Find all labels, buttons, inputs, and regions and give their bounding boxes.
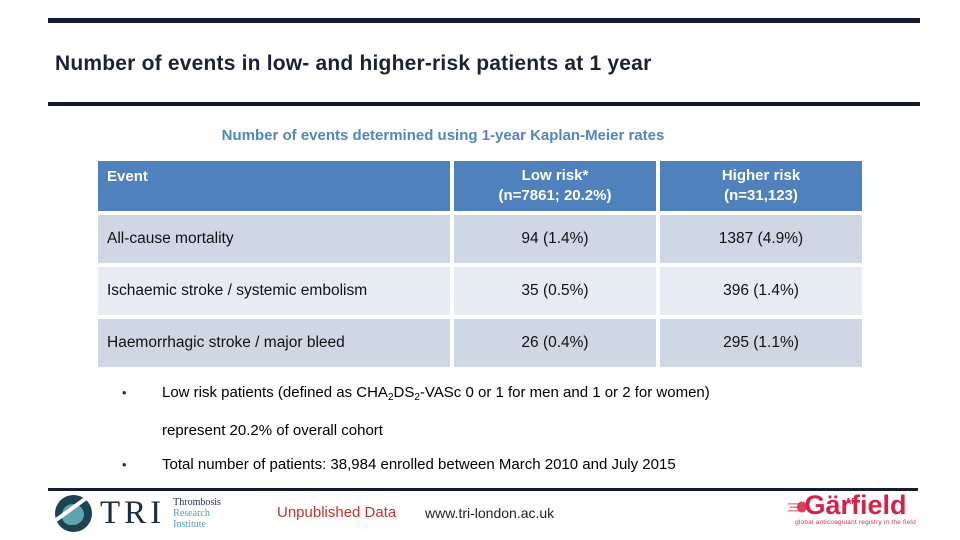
cell-low-risk-value: 35 (0.5%) (454, 267, 656, 315)
table-row: Ischaemic stroke / systemic embolism 35 … (98, 267, 862, 315)
table-caption: Number of events determined using 1-year… (221, 127, 665, 144)
subscript: 2 (387, 392, 394, 403)
header-higher-risk-label: Higher risk (721, 166, 801, 184)
cell-low-risk-value: 94 (1.4%) (454, 215, 656, 263)
cell-higher-risk-value: 1387 (4.9%) (660, 215, 862, 263)
tri-logo: TRI Thrombosis Research Institute (55, 495, 221, 532)
tri-name-line: Research (173, 508, 210, 519)
text-segment: Low risk patients (defined as CHA (162, 384, 388, 401)
table-row: All-cause mortality 94 (1.4%) 1387 (4.9%… (98, 215, 862, 263)
footer-divider (48, 488, 918, 491)
cell-higher-risk-value: 295 (1.1%) (660, 319, 862, 367)
events-table: Event Low risk* (n=7861; 20.2%) Higher r… (98, 161, 862, 367)
garfield-comet-icon (788, 501, 808, 513)
garfield-wordmark: Gärfield AF (788, 490, 907, 520)
list-item: • Total number of patients: 38,984 enrol… (122, 456, 852, 475)
garfield-logo: Gärfield AF global anticoagulant registry… (763, 492, 948, 526)
low-risk-definition-line2: represent 20.2% of overall cohort (162, 421, 383, 439)
bullet-icon: • (122, 385, 127, 400)
low-risk-definition-text: Low risk patients (defined as CHA2DS2-VA… (162, 384, 852, 440)
cell-higher-risk-value: 396 (1.4%) (660, 267, 862, 315)
header-low-risk-n: (n=7861; 20.2%) (498, 187, 612, 204)
notes-list: • Low risk patients (defined as CHA2DS2-… (122, 384, 852, 475)
table-row: Haemorrhagic stroke / major bleed 26 (0.… (98, 319, 862, 367)
cell-low-risk-value: 26 (0.4%) (454, 319, 656, 367)
header-low-risk-label: Low risk* (521, 166, 589, 184)
tri-institute-name: Thrombosis Research Institute (173, 495, 221, 530)
header-cell-higher-risk: Higher risk (n=31,123) (660, 161, 862, 211)
total-patients-text: Total number of patients: 38,984 enrolle… (162, 456, 676, 474)
subscript: 2 (414, 392, 420, 403)
title-divider (48, 102, 920, 106)
header-event-label: Event (107, 168, 148, 185)
header-cell-event: Event (98, 161, 450, 211)
cell-event-name: Ischaemic stroke / systemic embolism (98, 267, 450, 315)
bullet-icon: • (122, 457, 127, 473)
list-item: • Low risk patients (defined as CHA2DS2-… (122, 384, 852, 440)
cell-event-name: Haemorrhagic stroke / major bleed (98, 319, 450, 367)
tri-name-line: Institute (173, 519, 206, 530)
garfield-name-text: Gärfield (804, 490, 907, 520)
top-divider (48, 18, 920, 23)
table-header-row: Event Low risk* (n=7861; 20.2%) Higher r… (98, 161, 862, 211)
header-higher-risk-n: (n=31,123) (724, 187, 798, 204)
unpublished-data-label: Unpublished Data (277, 504, 397, 521)
cell-event-name: All-cause mortality (98, 215, 450, 263)
text-segment: -VASc 0 or 1 for men and 1 or 2 for wome… (419, 384, 710, 401)
tri-name-line: Thrombosis (173, 497, 221, 508)
website-url: www.tri-london.ac.uk (425, 505, 555, 521)
text-segment: DS (393, 384, 415, 401)
tri-acronym: TRI (100, 495, 166, 531)
tri-globe-icon (55, 495, 92, 532)
garfield-tagline: global anticoagulant registry in the fie… (795, 519, 916, 526)
header-cell-low-risk: Low risk* (n=7861; 20.2%) (454, 161, 656, 211)
garfield-af-label: AF (845, 497, 857, 506)
page-title: Number of events in low- and higher-risk… (55, 52, 652, 75)
table-body: All-cause mortality 94 (1.4%) 1387 (4.9%… (98, 215, 862, 367)
